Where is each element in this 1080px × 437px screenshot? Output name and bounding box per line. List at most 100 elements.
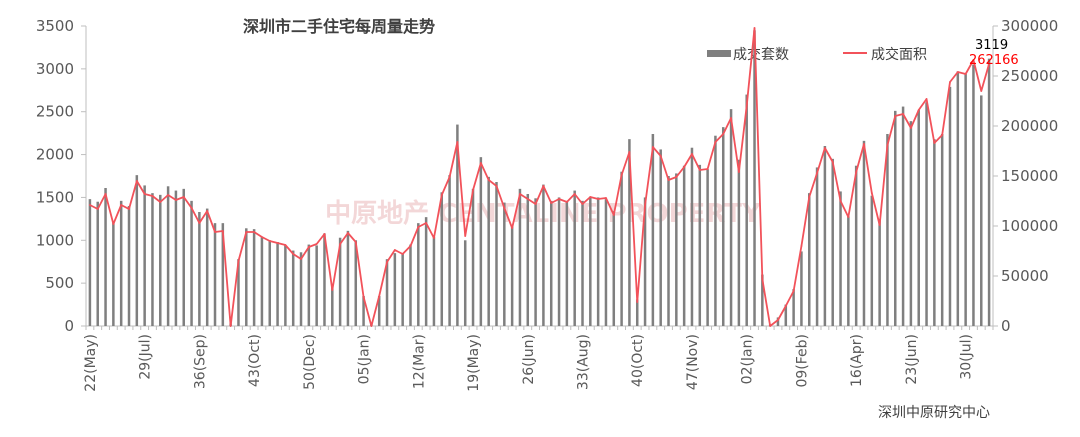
bar	[839, 191, 842, 326]
last-bar-callout: 3119	[975, 38, 1008, 53]
y-left-tick-label: 3500	[36, 17, 74, 35]
bar	[784, 304, 788, 326]
bar	[190, 200, 193, 326]
line-point	[89, 204, 91, 206]
line-point	[730, 117, 732, 119]
legend-bar-label: 成交套数	[733, 46, 789, 63]
bar	[237, 259, 240, 326]
line-point	[769, 325, 772, 327]
bar	[112, 222, 115, 326]
line-point	[104, 193, 107, 195]
line-point	[386, 261, 388, 263]
bar	[596, 197, 600, 326]
line-point	[300, 258, 302, 260]
line-point	[331, 289, 334, 291]
line-point	[628, 151, 631, 153]
bar	[119, 200, 123, 326]
bar	[698, 164, 702, 326]
y-left-tick-label: 2500	[36, 103, 74, 121]
bar	[495, 182, 498, 326]
bar	[221, 223, 225, 326]
line-point	[691, 153, 693, 155]
line-point	[261, 236, 263, 238]
bar	[721, 127, 725, 327]
y-left-tick-label: 0	[64, 317, 74, 335]
bar	[581, 200, 584, 326]
line-point	[878, 224, 881, 226]
line-point	[112, 223, 115, 225]
line-point	[143, 193, 146, 195]
line-point	[816, 172, 818, 174]
bar	[901, 106, 905, 326]
line-point	[605, 197, 607, 199]
line-point	[956, 71, 959, 73]
line-point	[323, 233, 326, 235]
bar	[667, 176, 670, 326]
bar	[940, 134, 944, 326]
line-point	[511, 227, 514, 229]
bar	[737, 159, 741, 326]
line-point	[128, 208, 130, 210]
bar	[620, 171, 623, 326]
bar	[894, 110, 897, 326]
line-point	[433, 237, 435, 239]
bar	[127, 206, 131, 326]
x-tick-label: 43(Oct)	[247, 334, 263, 387]
x-tick-label: 40(Oct)	[630, 334, 646, 387]
bar	[792, 289, 795, 326]
line-point	[941, 134, 944, 136]
y-left-tick-label: 1000	[36, 231, 74, 249]
line-point	[839, 200, 842, 202]
x-tick-label: 12(Mar)	[411, 334, 427, 389]
line-point	[417, 226, 420, 228]
line-point	[268, 240, 271, 242]
bar	[745, 94, 748, 326]
last-line-callout: 262166	[969, 53, 1019, 68]
bar	[761, 274, 764, 326]
x-tick-label: 16(Apr)	[849, 334, 865, 387]
line-point	[347, 232, 349, 234]
line-point	[988, 62, 990, 65]
line-point	[378, 295, 381, 297]
bar	[987, 58, 991, 327]
line-point	[159, 201, 162, 203]
bar	[557, 197, 561, 326]
bar	[565, 200, 569, 326]
bar	[362, 296, 365, 326]
line-point	[644, 204, 646, 206]
bar	[424, 217, 428, 326]
x-tick-label: 30(Jul)	[959, 334, 975, 380]
bar	[847, 216, 850, 326]
line-point	[636, 301, 639, 303]
line-point	[96, 208, 99, 210]
bar	[213, 223, 217, 326]
line-point	[659, 155, 662, 157]
bar	[604, 199, 608, 326]
line-point	[894, 115, 897, 117]
bar	[753, 30, 756, 327]
bar	[385, 259, 389, 326]
line-point	[464, 235, 467, 237]
bar	[815, 167, 819, 326]
bar	[980, 95, 983, 326]
bar	[448, 175, 451, 326]
line-point	[175, 199, 177, 201]
x-tick-label: 26(Jun)	[521, 334, 537, 385]
bar	[956, 71, 960, 326]
bar-series	[88, 30, 991, 327]
x-tick-label: 23(Jun)	[904, 334, 920, 385]
line-point	[651, 146, 654, 148]
bar	[307, 244, 311, 326]
line-point	[503, 207, 506, 209]
line-point	[237, 260, 240, 262]
line-point	[526, 198, 529, 200]
line-point	[550, 202, 553, 204]
bar	[354, 240, 358, 326]
line-point	[542, 185, 545, 187]
bar	[440, 192, 444, 326]
bar	[276, 242, 279, 326]
line-point	[315, 243, 318, 245]
bar	[96, 201, 99, 326]
line-point	[886, 144, 889, 146]
line-point	[823, 147, 826, 149]
